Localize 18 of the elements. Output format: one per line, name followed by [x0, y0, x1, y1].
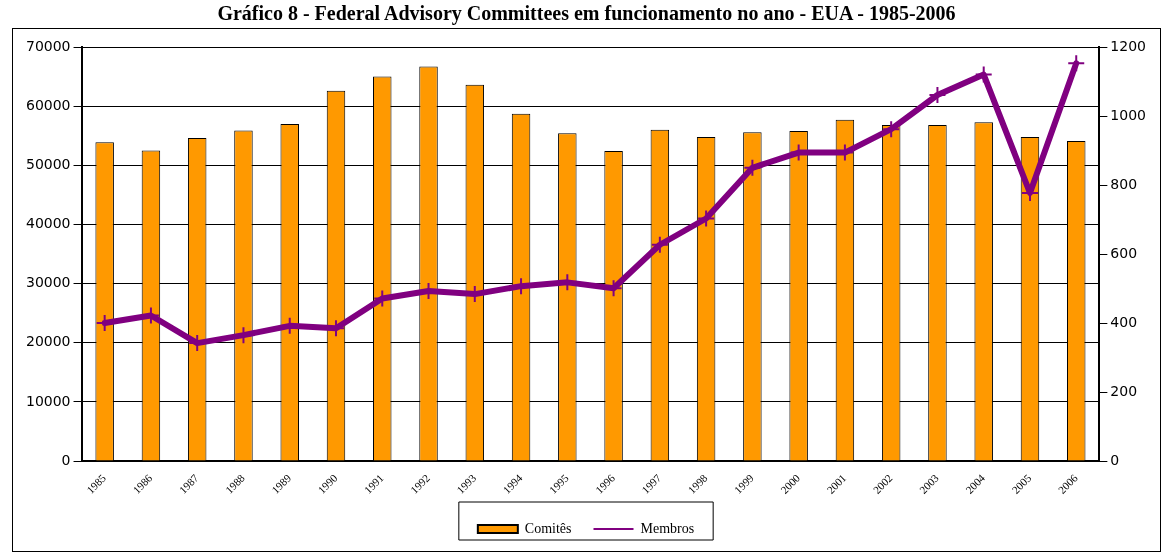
chart-title: Gráfico 8 - Federal Advisory Committees em funcionamento no ano - EUA - 1985-2006	[216, 2, 957, 25]
y-tick-label: 20000	[25, 333, 71, 350]
y-tick-label: 60000	[25, 96, 71, 113]
y-tick-label: 0	[61, 451, 71, 468]
legend-label: Comitês	[524, 520, 572, 536]
y-tick-label: 40000	[25, 215, 71, 232]
y2-tick-label: 0	[1110, 451, 1120, 468]
y-tick-label: 70000	[25, 37, 71, 54]
y-tick-label: 30000	[25, 274, 71, 291]
y-tick-label: 50000	[25, 155, 71, 172]
y-tick-label: 10000	[25, 392, 71, 409]
y2-tick-label: 1200	[1110, 37, 1147, 54]
y2-tick-label: 400	[1110, 313, 1138, 330]
legend-label: Membros	[640, 520, 695, 536]
y2-tick-label: 600	[1110, 244, 1138, 261]
y2-tick-label: 800	[1110, 175, 1138, 192]
y2-tick-label: 200	[1110, 382, 1138, 399]
y2-tick-label: 1000	[1110, 106, 1147, 123]
